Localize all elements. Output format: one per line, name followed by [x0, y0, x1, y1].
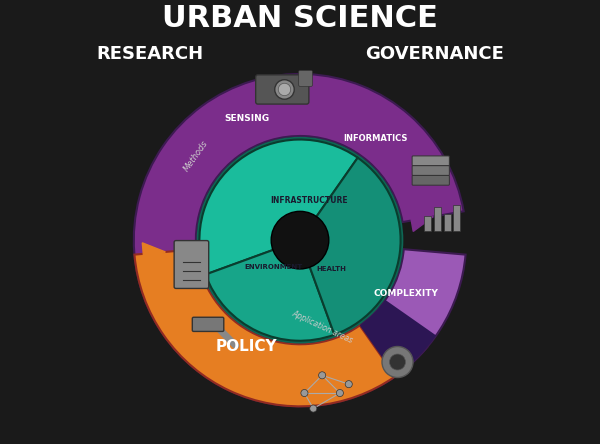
Circle shape: [271, 211, 329, 269]
Circle shape: [198, 138, 402, 342]
Circle shape: [278, 83, 290, 95]
Circle shape: [389, 354, 406, 370]
FancyBboxPatch shape: [412, 166, 449, 175]
Polygon shape: [142, 243, 166, 265]
Text: HEALTH: HEALTH: [316, 266, 346, 272]
FancyBboxPatch shape: [412, 175, 449, 185]
Bar: [424, 216, 431, 231]
Wedge shape: [352, 249, 466, 384]
FancyBboxPatch shape: [174, 241, 209, 289]
Text: SENSING: SENSING: [224, 114, 269, 123]
Wedge shape: [199, 139, 358, 274]
Text: Application areas: Application areas: [290, 309, 354, 345]
Circle shape: [310, 405, 317, 412]
Text: ENVIRONMENT: ENVIRONMENT: [244, 264, 302, 270]
Wedge shape: [134, 249, 395, 406]
Wedge shape: [300, 158, 401, 335]
Wedge shape: [134, 74, 464, 406]
Wedge shape: [205, 240, 334, 341]
Bar: [443, 214, 451, 231]
Text: COMPLEXITY: COMPLEXITY: [374, 289, 439, 298]
Text: INFORMATICS: INFORMATICS: [343, 134, 407, 143]
FancyBboxPatch shape: [256, 75, 309, 104]
FancyBboxPatch shape: [412, 156, 449, 166]
Text: POLICY: POLICY: [216, 339, 278, 354]
Circle shape: [275, 80, 294, 99]
FancyBboxPatch shape: [193, 317, 224, 331]
Text: INFRASTRUCTURE: INFRASTRUCTURE: [270, 196, 347, 205]
Bar: [434, 207, 441, 231]
Bar: [454, 205, 460, 231]
Circle shape: [345, 381, 352, 388]
Text: URBAN SCIENCE: URBAN SCIENCE: [162, 4, 438, 33]
Text: GOVERNANCE: GOVERNANCE: [365, 45, 504, 63]
Circle shape: [301, 389, 308, 396]
Circle shape: [319, 372, 326, 379]
Circle shape: [337, 389, 343, 396]
Wedge shape: [360, 300, 436, 376]
Circle shape: [382, 346, 413, 377]
FancyBboxPatch shape: [299, 71, 313, 86]
Polygon shape: [409, 210, 433, 231]
Text: Methods: Methods: [182, 139, 210, 173]
Text: RESEARCH: RESEARCH: [96, 45, 203, 63]
